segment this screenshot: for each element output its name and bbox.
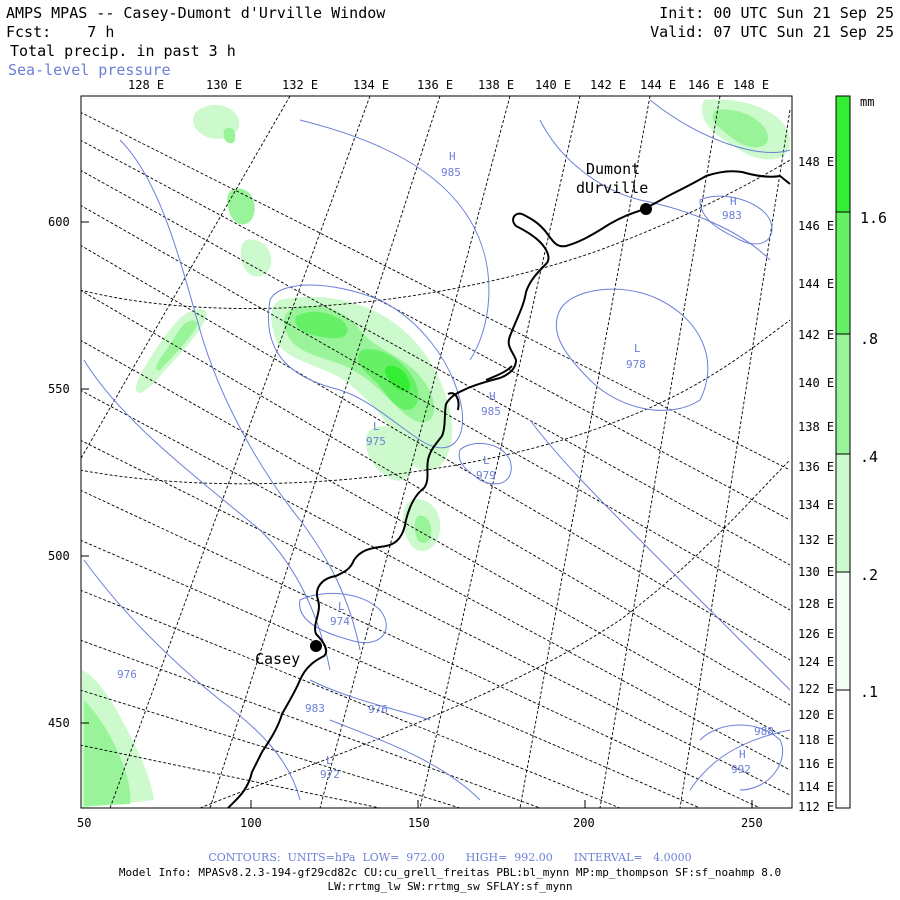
slp-value: 978 — [626, 358, 646, 371]
slp-mark: L — [326, 754, 333, 767]
svg-text:122 E: 122 E — [798, 682, 834, 696]
slp-mark: L — [373, 420, 380, 433]
colorbar-label: .4 — [860, 448, 878, 466]
latlon-grid — [81, 96, 791, 808]
colorbar: mm 1.6 .8 .4 .2 .1 — [835, 95, 887, 809]
map-title: AMPS MPAS -- Casey-Dumont d'Urville Wind… — [6, 4, 386, 22]
svg-text:112 E: 112 E — [798, 800, 834, 814]
contours-info: CONTOURS: UNITS=hPa LOW= 972.00 HIGH= 99… — [208, 851, 692, 864]
svg-text:130 E: 130 E — [798, 565, 834, 579]
svg-text:124 E: 124 E — [798, 655, 834, 669]
slp-mark: L — [483, 454, 490, 467]
y-axis: 600 550 500 450 — [48, 215, 89, 730]
top-lon-label: 144 E — [640, 78, 676, 92]
top-lon-label: 134 E — [353, 78, 389, 92]
slp-value: 985 — [481, 405, 501, 418]
plot-frame — [80, 95, 793, 809]
svg-text:450: 450 — [48, 716, 70, 730]
svg-text:144 E: 144 E — [798, 277, 834, 291]
slp-mark: H — [730, 195, 737, 208]
x-axis: 50 100 150 200 250 — [77, 800, 763, 830]
right-lon-labels: 148 E 146 E 144 E 142 E 140 E 138 E 136 … — [798, 155, 834, 814]
svg-text:120 E: 120 E — [798, 708, 834, 722]
colorbar-label: 1.6 — [860, 209, 887, 227]
svg-text:500: 500 — [48, 549, 70, 563]
model-info: Model Info: MPASv8.2.3-194-gf29cd82c CU:… — [118, 866, 782, 879]
slp-mark: H — [489, 390, 496, 403]
svg-text:146 E: 146 E — [798, 219, 834, 233]
slp-labels: H 985 H 983 L 978 H 985 L 975 L 979 L 97… — [117, 150, 774, 781]
slp-value: 988 — [754, 725, 774, 738]
field-name: Total precip. in past 3 h — [10, 42, 236, 60]
precip-shading — [82, 99, 791, 808]
colorbar-label: .1 — [860, 683, 878, 701]
svg-text:132 E: 132 E — [798, 533, 834, 547]
dumont-durville-marker — [640, 203, 652, 215]
svg-text:200: 200 — [573, 816, 595, 830]
top-lon-label: 140 E — [535, 78, 571, 92]
svg-text:138 E: 138 E — [798, 420, 834, 434]
top-lon-label: 128 E — [128, 78, 164, 92]
slp-value: 974 — [330, 615, 350, 628]
slp-value: 983 — [722, 209, 742, 222]
casey-marker — [310, 640, 322, 652]
slp-mark: L — [634, 342, 641, 355]
svg-text:142 E: 142 E — [798, 328, 834, 342]
init-time: Init: 00 UTC Sun 21 Sep 25 — [659, 4, 894, 22]
slp-value: 992 — [731, 763, 751, 776]
slp-mark: H — [739, 748, 746, 761]
slp-value: 976 — [368, 703, 388, 716]
svg-text:116 E: 116 E — [798, 757, 834, 771]
colorbar-label: .8 — [860, 330, 878, 348]
slp-value: 983 — [305, 702, 325, 715]
fcst-value: 7 h — [87, 23, 115, 41]
svg-text:136 E: 136 E — [798, 460, 834, 474]
coastline — [227, 170, 791, 808]
casey-label: Casey — [255, 650, 300, 668]
svg-text:550: 550 — [48, 382, 70, 396]
fcst-label: Fcst: — [6, 23, 52, 41]
colorbar-label: .2 — [860, 566, 878, 584]
top-lon-label: 130 E — [206, 78, 242, 92]
slp-value: 979 — [476, 469, 496, 482]
dumont-label-line1: Dumont — [586, 160, 640, 178]
top-lon-label: 138 E — [478, 78, 514, 92]
svg-text:600: 600 — [48, 215, 70, 229]
svg-text:118 E: 118 E — [798, 733, 834, 747]
svg-text:128 E: 128 E — [798, 597, 834, 611]
model-info-2: LW:rrtmg_lw SW:rrtmg_sw SFLAY:sf_mynn — [327, 880, 573, 893]
slp-value: 976 — [117, 668, 137, 681]
slp-mark: H — [449, 150, 456, 163]
top-lon-label: 132 E — [282, 78, 318, 92]
top-lon-label: 146 E — [688, 78, 724, 92]
top-lon-labels: 128 E 130 E 132 E 134 E 136 E 138 E 140 … — [128, 78, 769, 92]
svg-text:250: 250 — [741, 816, 763, 830]
svg-text:126 E: 126 E — [798, 627, 834, 641]
svg-text:148 E: 148 E — [798, 155, 834, 169]
svg-text:114 E: 114 E — [798, 780, 834, 794]
slp-value: 985 — [441, 166, 461, 179]
slp-contours — [83, 99, 791, 801]
svg-text:134 E: 134 E — [798, 498, 834, 512]
dumont-label-line2: dUrville — [576, 179, 648, 197]
valid-time: Valid: 07 UTC Sun 21 Sep 25 — [650, 23, 894, 41]
slp-value: 975 — [366, 435, 386, 448]
colorbar-unit: mm — [860, 95, 874, 109]
slp-mark: L — [338, 600, 345, 613]
forecast-hour: Fcst: 7 h — [6, 24, 114, 41]
svg-text:100: 100 — [240, 816, 262, 830]
top-lon-label: 142 E — [590, 78, 626, 92]
top-lon-label: 148 E — [733, 78, 769, 92]
top-lon-label: 136 E — [417, 78, 453, 92]
svg-text:150: 150 — [408, 816, 430, 830]
overlay-name: Sea-level pressure — [8, 61, 171, 79]
slp-value: 972 — [320, 768, 340, 781]
svg-text:50: 50 — [77, 816, 91, 830]
svg-text:140 E: 140 E — [798, 376, 834, 390]
